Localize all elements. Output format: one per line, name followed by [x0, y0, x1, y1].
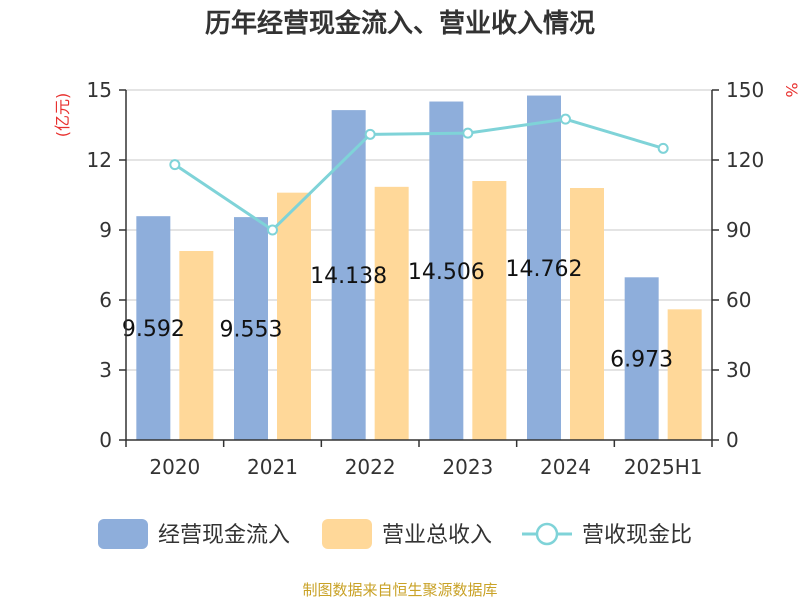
- bar-cash-inflow: [527, 95, 561, 440]
- bar-cash-inflow: [234, 217, 268, 440]
- x-tick-label: 2020: [149, 455, 200, 479]
- bar-value-label: 14.762: [506, 257, 583, 282]
- left-tick-label: 6: [99, 288, 112, 312]
- bar-revenue: [277, 192, 311, 440]
- bar-revenue: [570, 188, 604, 440]
- legend-label-revenue: 营业总收入: [382, 523, 492, 548]
- source-note: 制图数据来自恒生聚源数据库: [302, 581, 497, 599]
- legend-label-ratio: 营收现金比: [582, 523, 692, 548]
- ratio-point: [657, 142, 669, 154]
- legend-marker-ratio: [535, 522, 559, 546]
- ratio-point: [364, 128, 376, 140]
- ratio-point: [267, 224, 278, 236]
- bar-revenue: [374, 186, 409, 440]
- ratio-line: [173, 117, 664, 232]
- legend[interactable]: 经营现金流入 营业总收入 营收现金比: [98, 519, 692, 549]
- legend-swatch-revenue: [322, 519, 372, 549]
- ratio-point: [462, 127, 474, 139]
- right-tick-label: 120: [726, 148, 764, 172]
- x-tick-label: 2021: [247, 455, 298, 479]
- x-tick-label: 2023: [442, 455, 493, 479]
- x-tick-label: 2025H1: [624, 455, 703, 479]
- bar-revenue: [179, 251, 214, 440]
- right-tick-label: 150: [726, 78, 764, 102]
- bar-revenue: [667, 309, 702, 440]
- left-tick-label: 0: [99, 428, 112, 452]
- right-tick-label: 60: [726, 288, 751, 312]
- grid-lines: [126, 89, 712, 371]
- x-tick-label: 2022: [345, 455, 396, 479]
- legend-label-cash-inflow: 经营现金流入: [158, 523, 290, 548]
- chart-title: 历年经营现金流入、营业收入情况: [205, 8, 595, 39]
- bar-cash-inflow: [136, 216, 171, 440]
- left-tick-label: 3: [99, 358, 112, 382]
- bar-value-label: 6.973: [610, 348, 673, 373]
- bar-cash-inflow: [429, 101, 464, 440]
- left-tick-label: 9: [99, 218, 112, 242]
- left-tick-label: 15: [87, 78, 112, 102]
- bars: [136, 95, 702, 440]
- bar-value-labels: 9.592 9.553 14.138 14.506 14.762 6.973: [122, 257, 673, 373]
- legend-swatch-cash-inflow: [98, 519, 148, 549]
- right-tick-label: 0: [726, 428, 739, 452]
- bar-value-label: 14.138: [310, 264, 387, 289]
- bar-cash-inflow: [624, 277, 659, 440]
- right-tick-label: 30: [726, 358, 751, 382]
- bar-value-label: 14.506: [408, 260, 485, 285]
- right-tick-label: 90: [726, 218, 751, 242]
- right-axis-unit: %: [782, 82, 800, 97]
- left-tick-label: 12: [87, 148, 112, 172]
- bar-value-label: 9.592: [122, 317, 185, 342]
- ratio-line-layer: [169, 113, 669, 236]
- ratio-point: [169, 159, 181, 171]
- ratio-point: [560, 113, 571, 125]
- bar-value-label: 9.553: [220, 318, 283, 343]
- left-axis-unit: (亿元): [53, 93, 72, 138]
- bar-revenue: [472, 181, 507, 440]
- x-tick-label: 2024: [540, 455, 591, 479]
